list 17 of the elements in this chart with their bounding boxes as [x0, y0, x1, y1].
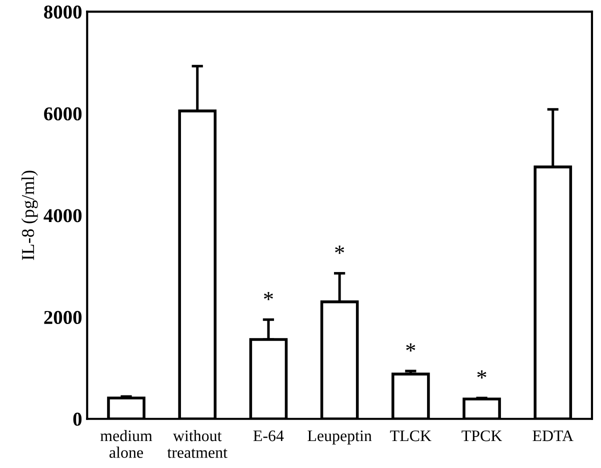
y-tick-label: 2000 [44, 310, 82, 324]
annotation: * [335, 246, 344, 254]
y-tick-label: 8000 [44, 6, 82, 19]
y-tick-label: 0 [73, 412, 82, 426]
x-tick-label: TLCK [390, 430, 432, 442]
x-tick-label: EDTA [532, 430, 574, 442]
annotation: * [406, 343, 416, 352]
x-tick-label: E-64 [253, 430, 284, 442]
x-tick-label: medium alone [100, 430, 152, 458]
annotation: * [264, 292, 273, 300]
annotation: * [477, 370, 486, 379]
x-tick-label: TPCK [462, 430, 502, 442]
y-axis-title: IL-8 (pg/ml) [21, 170, 38, 260]
y-tick-label: 6000 [44, 107, 82, 120]
x-tick-label: Leupeptin [308, 430, 372, 444]
y-tick-label: 4000 [44, 209, 82, 222]
x-tick-label: without treatment [167, 430, 228, 458]
